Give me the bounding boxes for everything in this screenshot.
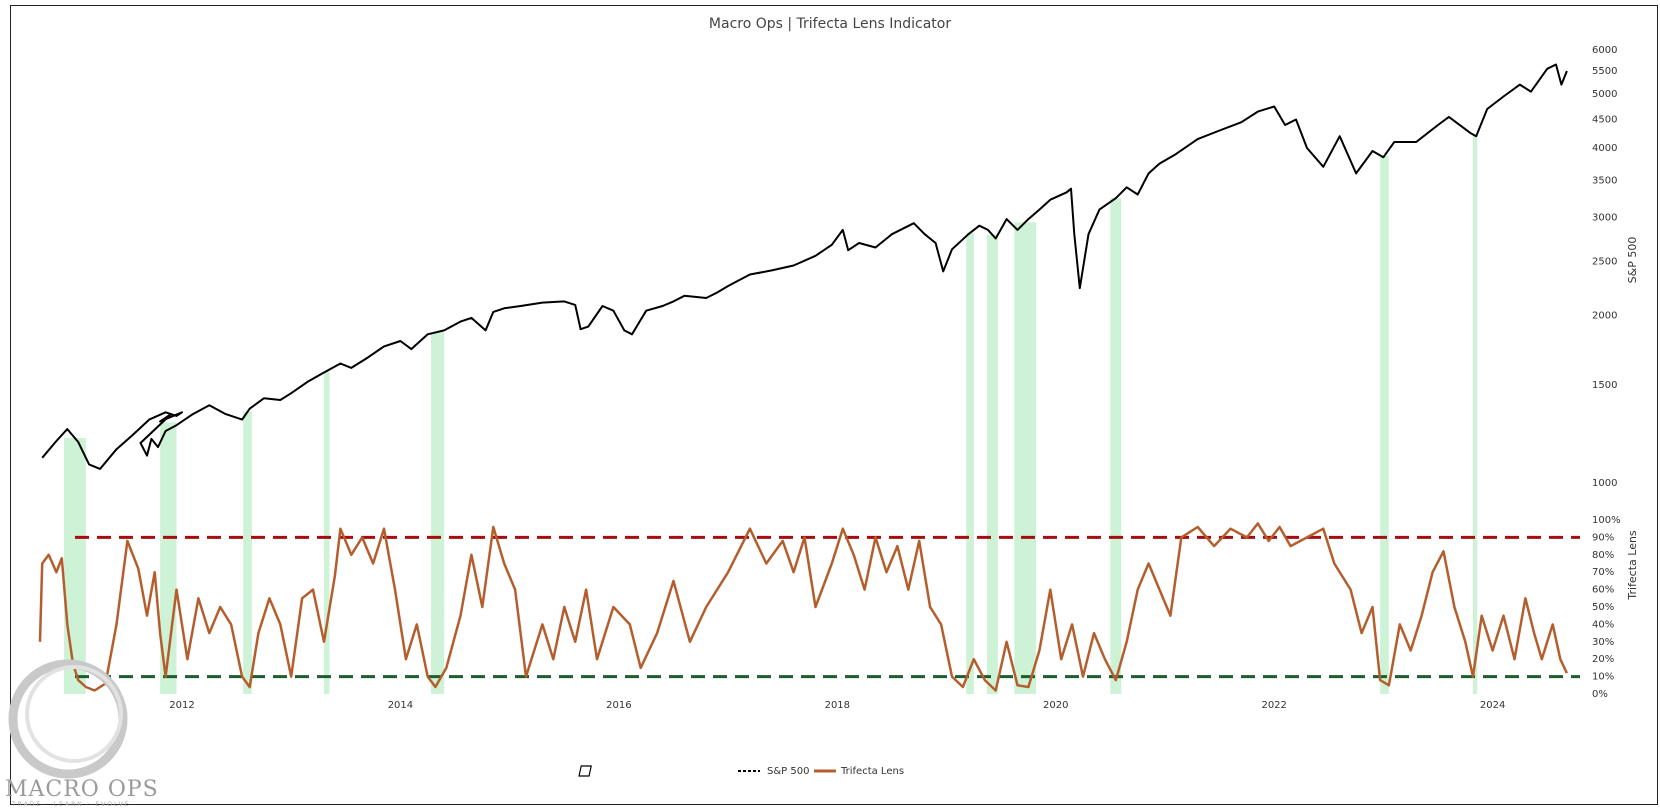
logo-subtext: TRADE · LEARN · EVOLVE — [11, 801, 131, 808]
y-top-tick-label: 3000 — [1592, 213, 1617, 224]
y-bottom-tick-label: 30% — [1592, 637, 1614, 648]
logo-text: MACRO OPS — [5, 777, 159, 802]
y-bottom-tick-label: 60% — [1592, 585, 1614, 596]
legend-item-sp500[interactable]: S&P 500 — [578, 765, 809, 777]
x-tick-label: 2024 — [1480, 700, 1505, 711]
highlight-band-9 — [1380, 155, 1389, 695]
y-bottom-tick-label: 0% — [1592, 689, 1608, 700]
highlight-band-5 — [966, 232, 974, 695]
y-bottom-tick-label: 70% — [1592, 567, 1614, 578]
y-bottom-tick-label: 50% — [1592, 602, 1614, 613]
legend-marker-sp500 — [578, 765, 592, 777]
x-tick-label: 2014 — [388, 700, 413, 711]
highlight-band-4 — [431, 331, 445, 694]
x-tick-label: 2018 — [825, 700, 850, 711]
y-bottom-tick-label: 40% — [1592, 619, 1614, 630]
y-top-tick-label: 3500 — [1592, 175, 1617, 186]
highlight-band-2 — [243, 411, 252, 694]
highlight-band-7 — [1014, 222, 1037, 694]
highlight-band-10 — [1472, 135, 1478, 694]
trifecta-line — [38, 522, 1569, 692]
trifecta-series — [38, 522, 1569, 692]
y-axis-top-label: S&P 500 — [1626, 237, 1639, 284]
x-tick-label: 2020 — [1043, 700, 1068, 711]
macro-ops-logo: MACRO OPS TRADE · LEARN · EVOLVE — [5, 659, 159, 808]
y-top-tick-label: 5500 — [1592, 66, 1617, 77]
chart-title: Macro Ops | Trifecta Lens Indicator — [709, 16, 951, 32]
reference-lines — [75, 535, 1580, 679]
y-top-tick-label: 5000 — [1592, 89, 1617, 100]
y-top-tick-label: 2000 — [1592, 310, 1617, 321]
y-bottom-tick-label: 100% — [1592, 515, 1621, 526]
y-top-tick-label: 1500 — [1592, 380, 1617, 391]
highlight-band-6 — [986, 234, 998, 694]
x-tick-label: 2012 — [169, 700, 194, 711]
legend-item-trifecta[interactable]: Trifecta Lens — [814, 766, 904, 777]
y-bottom-tick-label: 80% — [1592, 550, 1614, 561]
x-axis-ticks: 2012 2014 2016 2018 2020 2022 2024 — [169, 700, 1505, 711]
y-top-tick-label: 4000 — [1592, 143, 1617, 154]
y-bottom-tick-label: 10% — [1592, 672, 1614, 683]
x-tick-label: 2016 — [606, 700, 631, 711]
y-bottom-tick-label: 90% — [1592, 532, 1614, 543]
y-axis-top-ticks: 1000 1500 2000 2500 3000 3500 4000 4500 5000 5500… — [1592, 45, 1617, 489]
y-axis-bottom-ticks: 0% 10% 20% 30% 40% 50% 60% 70% 80% 90% 100% — [1592, 515, 1621, 700]
legend-label-sp500: S&P 500 — [767, 766, 809, 777]
sp500-line — [41, 63, 1568, 470]
highlight-band-8 — [1110, 198, 1122, 694]
logo-ring-icon — [8, 659, 128, 779]
highlight-bands — [64, 135, 1478, 695]
highlight-band-3 — [323, 370, 330, 694]
y-top-tick-label: 4500 — [1592, 115, 1617, 126]
y-top-tick-label: 1000 — [1592, 478, 1617, 489]
y-axis-bottom-label: Trifecta Lens — [1626, 530, 1639, 601]
y-top-tick-label: 2500 — [1592, 257, 1617, 268]
y-bottom-tick-label: 20% — [1592, 654, 1614, 665]
logo-inner-ring-icon — [25, 665, 123, 763]
x-tick-label: 2022 — [1261, 700, 1286, 711]
highlight-band-0 — [64, 438, 86, 694]
legend[interactable]: S&P 500 Trifecta Lens — [578, 765, 904, 777]
y-top-tick-label: 6000 — [1592, 45, 1617, 56]
sp500-series — [41, 63, 1568, 470]
legend-label-trifecta: Trifecta Lens — [840, 766, 904, 777]
